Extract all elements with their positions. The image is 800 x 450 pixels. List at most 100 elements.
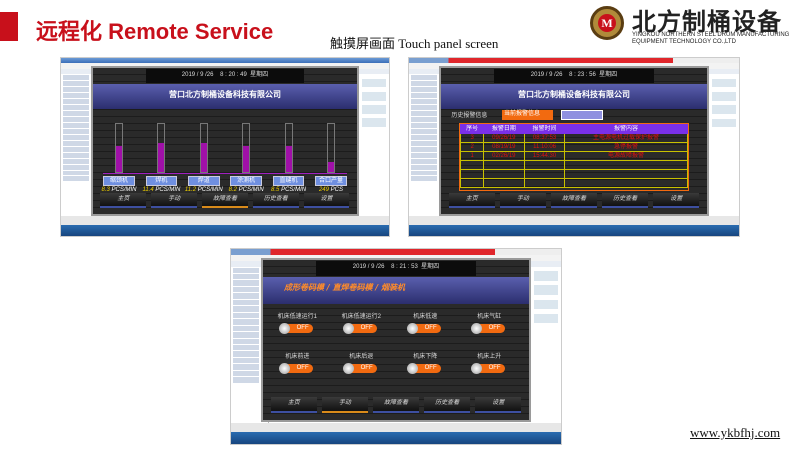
menu-bar[interactable] [409,63,739,69]
website-link[interactable]: www.ykbfhj.com [690,425,781,440]
windows-taskbar[interactable] [231,432,561,444]
tree-item[interactable] [63,86,89,92]
alarm-row[interactable]: 1 02/26/19 15:44:30 电源故障报警 [460,150,688,161]
tree-item[interactable] [233,306,259,312]
nav-button[interactable]: 手动 [499,193,546,208]
tree-item[interactable] [63,104,89,110]
toggle-switch[interactable]: OFF [471,363,506,375]
tree-item[interactable] [63,116,89,122]
nav-button[interactable]: 设置 [475,397,522,414]
nav-button[interactable]: 故障查看 [372,397,420,414]
nav-button[interactable]: 历史查看 [424,397,471,414]
toggle-switch[interactable]: OFF [407,363,442,375]
tree-item[interactable] [63,92,89,98]
nav-button[interactable]: 主页 [270,397,317,414]
tree-item[interactable] [63,80,89,86]
tree-item[interactable] [233,338,259,344]
menu-bar[interactable] [61,63,389,69]
windows-taskbar[interactable] [409,225,739,236]
alarm-filter-dropdown[interactable] [560,110,604,121]
tree-item[interactable] [233,319,259,325]
nav-button[interactable]: 手动 [321,397,368,414]
toggle-switch[interactable]: OFF [279,363,314,375]
tree-item[interactable] [411,134,437,140]
windows-taskbar[interactable] [61,225,389,236]
tree-item[interactable] [411,158,437,164]
tree-item[interactable] [63,75,89,80]
tree-item[interactable] [233,332,259,338]
tree-item[interactable] [233,351,259,357]
tree-item[interactable] [233,364,259,370]
tree-item[interactable] [63,170,89,176]
alarm-row[interactable] [460,168,688,179]
alarm-row[interactable]: 2 08/19/19 11:10:06 急停报警 [460,141,688,152]
station-button[interactable]: 缩颈机 [103,175,135,186]
alarm-row[interactable]: 3 09/26/19 08:37:53 主电源电机过载保护报警 [460,132,688,143]
station-bar-fill [285,145,292,172]
tree-item[interactable] [411,146,437,152]
tree-item[interactable] [233,312,259,319]
nav-button[interactable]: 历史查看 [252,193,299,208]
alarm-row[interactable] [460,159,688,170]
tree-item[interactable] [411,80,437,86]
toggle-switch[interactable]: OFF [471,323,506,335]
tree-item[interactable] [63,140,89,146]
alarm-row[interactable] [460,177,688,188]
tree-item[interactable] [233,344,259,351]
tree-item[interactable] [411,116,437,122]
nav-button[interactable]: 主页 [100,193,147,208]
tree-item[interactable] [411,122,437,128]
tree-item[interactable] [233,293,259,299]
nav-button[interactable]: 故障查看 [550,193,598,208]
current-alarm-tab[interactable]: 当前报警信息 [502,110,553,121]
tree-item[interactable] [233,274,259,280]
tree-item[interactable] [63,134,89,140]
tree-item[interactable] [411,86,437,92]
tree-item[interactable] [411,92,437,98]
tree-item[interactable] [233,280,259,286]
tree-item[interactable] [63,128,89,134]
tree-item[interactable] [411,164,437,170]
tree-item[interactable] [411,75,437,80]
tree-item[interactable] [411,104,437,110]
tree-item[interactable] [63,122,89,128]
nav-button[interactable]: 设置 [653,193,700,208]
station-button[interactable]: 合口产量 [315,175,347,186]
station-button[interactable]: 焊机 [145,175,178,186]
tree-item[interactable] [411,128,437,134]
tree-item[interactable] [63,146,89,152]
tree-item[interactable] [63,158,89,164]
nav-button[interactable]: 设置 [303,193,350,208]
toggle-switch[interactable]: OFF [279,323,314,335]
tree-item[interactable] [233,286,259,293]
nav-button[interactable]: 历史查看 [602,193,649,208]
tree-item[interactable] [63,164,89,170]
tree-item[interactable] [233,267,259,273]
alarm-cell: 08/19/19 [482,141,525,152]
hmi-breadcrumb: 成形卷码模 / 直焊卷码模 / 烟装机 [262,277,530,305]
tree-item[interactable] [411,98,437,104]
tree-item[interactable] [411,170,437,176]
tree-item[interactable] [233,357,259,364]
toggle-switch[interactable]: OFF [343,363,378,375]
tree-item[interactable] [411,110,437,116]
tree-item[interactable] [233,377,259,383]
station-button[interactable]: 涂测机 [230,175,263,186]
tree-item[interactable] [63,152,89,158]
nav-button[interactable]: 故障查看 [202,193,248,208]
nav-button[interactable]: 主页 [448,193,495,208]
toggle-switch[interactable]: OFF [407,323,442,335]
toggle-switch[interactable]: OFF [343,323,378,335]
station-button[interactable]: 直缝机 [272,175,305,186]
tree-item[interactable] [63,176,89,182]
station-button[interactable]: 焊道 [187,175,220,186]
tree-item[interactable] [233,299,259,306]
nav-button[interactable]: 手动 [151,193,198,208]
tree-item[interactable] [63,98,89,104]
tree-item[interactable] [411,176,437,182]
tree-item[interactable] [233,370,259,377]
tree-item[interactable] [411,140,437,146]
tree-item[interactable] [233,325,259,332]
tree-item[interactable] [411,152,437,158]
tree-item[interactable] [63,110,89,116]
